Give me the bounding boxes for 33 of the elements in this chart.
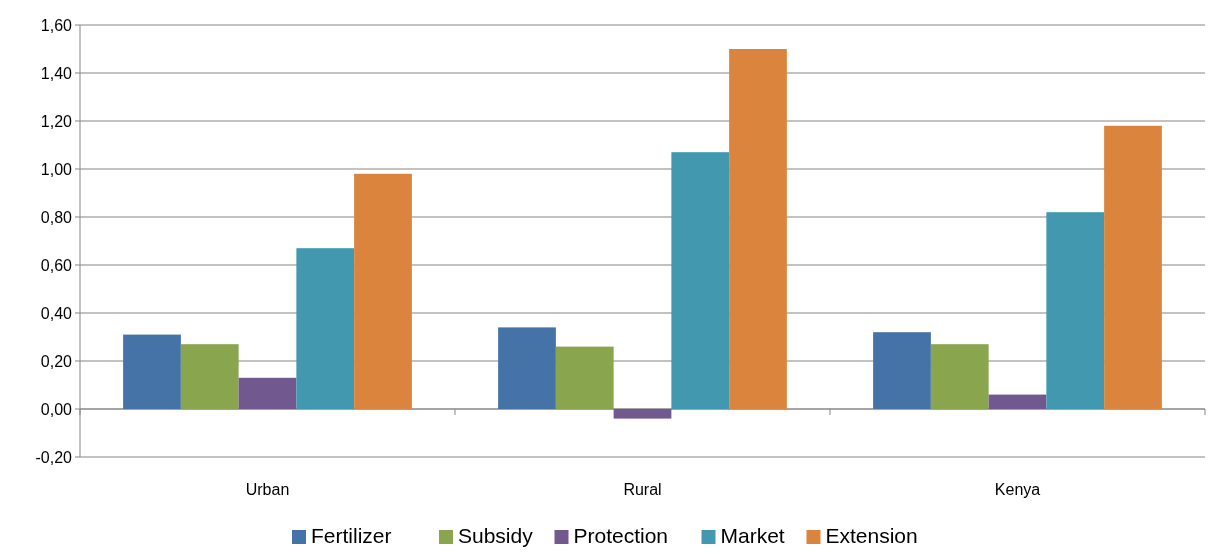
bar [671,152,730,409]
y-tick-label: 1,40 [40,64,73,82]
y-tick-label: 0,00 [40,400,73,418]
legend-label: Extension [825,524,918,547]
y-tick-label: 0,60 [40,256,73,274]
legend-label: Subsidy [458,524,534,547]
bar [873,332,931,409]
legend-label: Market [720,524,785,547]
x-tick-label: Kenya [994,481,1041,498]
x-tick-label: Rural [623,481,662,498]
bar [296,248,355,409]
y-tick-label: 1,20 [40,112,73,130]
bar [1104,125,1162,409]
y-tick-label: 0,40 [40,304,73,322]
bar [930,344,989,409]
legend-label: Protection [573,524,669,547]
bar [354,173,412,409]
bar [613,409,672,419]
y-tick-label: 0,20 [40,352,73,370]
bar [498,327,556,409]
y-tick-label: -0,20 [35,448,73,466]
y-tick-label: 0,80 [40,208,73,226]
bar [555,346,614,409]
bar [238,377,297,409]
bar [123,334,181,409]
y-tick-label: 1,00 [40,160,73,178]
legend-label: Fertilizer [311,524,392,547]
bar [729,49,787,409]
bar [988,394,1047,409]
bar [180,344,239,409]
x-tick-label: Urban [245,481,290,498]
y-tick-label: 1,60 [40,16,73,34]
bar [1046,212,1105,409]
